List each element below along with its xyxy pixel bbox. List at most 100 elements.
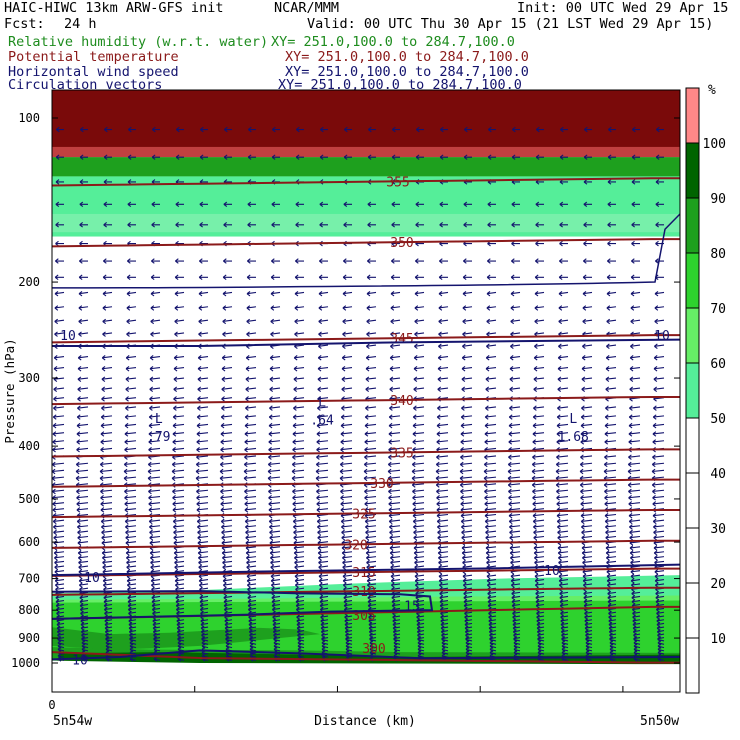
vector-948	[341, 529, 353, 536]
vector-1035	[557, 545, 569, 551]
colorbar-swatch-9	[686, 143, 699, 198]
vector-881	[604, 512, 617, 519]
vector-150	[535, 240, 544, 247]
vector-274	[390, 318, 401, 325]
vector-283	[606, 318, 617, 325]
vector-1059	[509, 550, 521, 556]
vector-799	[508, 495, 521, 501]
vector-1068	[102, 555, 113, 561]
vector-202	[534, 274, 544, 281]
vector-370	[197, 366, 209, 372]
vector-919	[269, 524, 281, 530]
vector-152	[583, 240, 592, 247]
vector-297	[318, 331, 329, 337]
fcst-label: Fcst:	[4, 16, 45, 32]
speed-label-5: 10	[72, 653, 88, 668]
vector-801	[556, 495, 569, 501]
vector-421	[173, 386, 185, 393]
vector-83	[175, 201, 184, 208]
vector-487	[509, 405, 521, 411]
vector-376	[341, 366, 353, 372]
vector-347	[269, 355, 281, 361]
vector-663	[363, 461, 377, 468]
vector-564	[484, 431, 497, 437]
vector-126	[583, 222, 592, 228]
vector-1126	[246, 564, 257, 571]
vector-647	[604, 454, 617, 460]
vector-787	[220, 495, 233, 501]
vector-1062	[581, 550, 593, 556]
vector-84	[199, 201, 208, 208]
vector-1069	[126, 555, 137, 561]
vector-758	[148, 488, 161, 495]
vector-30	[151, 154, 160, 160]
vector-7	[223, 126, 232, 133]
circulation-vectors	[52, 126, 665, 662]
vector-827	[556, 501, 569, 507]
vector-779	[652, 488, 665, 495]
vector-113	[271, 222, 280, 228]
vector-642	[484, 454, 497, 460]
vector-573	[76, 439, 89, 445]
vector-576	[148, 439, 161, 445]
vector-1055	[413, 550, 425, 556]
vector-884	[52, 518, 65, 525]
field-theta-name: Potential temperature	[8, 49, 179, 65]
vector-187	[174, 274, 184, 281]
vector-259	[654, 305, 665, 311]
vector-1058	[485, 550, 497, 556]
vector-1184	[390, 573, 401, 580]
vector-1193	[606, 573, 617, 580]
vector-506	[340, 414, 353, 420]
theta-label-315: 315	[352, 566, 375, 581]
vector-245	[318, 305, 329, 311]
vector-248	[390, 305, 401, 311]
vector-508	[388, 414, 401, 420]
vector-609	[316, 446, 329, 453]
vector-107	[127, 222, 136, 228]
vector-197	[414, 274, 424, 281]
vector-475	[221, 405, 233, 411]
vector-964	[101, 534, 113, 541]
vector-543	[604, 422, 617, 429]
vector-949	[365, 529, 377, 536]
vector-1057	[461, 550, 473, 556]
vector-208	[54, 290, 65, 297]
vector-926	[437, 524, 449, 530]
vector-1230	[246, 582, 257, 588]
vector-765	[316, 488, 329, 495]
vector-1064	[629, 550, 641, 556]
vector-970	[245, 534, 257, 541]
vector-380	[437, 366, 449, 372]
vector-304	[486, 331, 497, 337]
x-right-label: 5n50w	[640, 714, 679, 729]
vector-1102	[294, 559, 305, 566]
vector-1100	[246, 559, 257, 566]
vector-438	[581, 386, 593, 393]
vector-976	[389, 534, 401, 541]
vector-295	[270, 331, 281, 337]
vector-981	[509, 534, 521, 541]
vector-364	[53, 366, 65, 372]
vector-549	[124, 431, 137, 437]
vector-935	[653, 524, 665, 530]
vector-556	[292, 431, 305, 437]
vector-635	[316, 454, 329, 460]
vector-1226	[150, 582, 161, 588]
colorbar-swatch-6	[686, 308, 699, 363]
vector-164	[247, 258, 256, 264]
vector-833	[76, 507, 89, 513]
vector-211	[126, 290, 137, 297]
vector-570	[628, 431, 641, 437]
vector-1082	[438, 555, 449, 561]
vector-769	[412, 488, 425, 495]
vector-823	[460, 501, 473, 507]
vector-755	[76, 488, 89, 495]
speed-line-upper	[52, 338, 680, 347]
vector-1224	[102, 582, 113, 588]
vector-198	[438, 274, 448, 281]
vector-933	[605, 524, 617, 530]
vector-691	[411, 468, 425, 475]
vector-18	[487, 126, 496, 133]
y-axis-label: Pressure (hPa)	[2, 338, 17, 443]
